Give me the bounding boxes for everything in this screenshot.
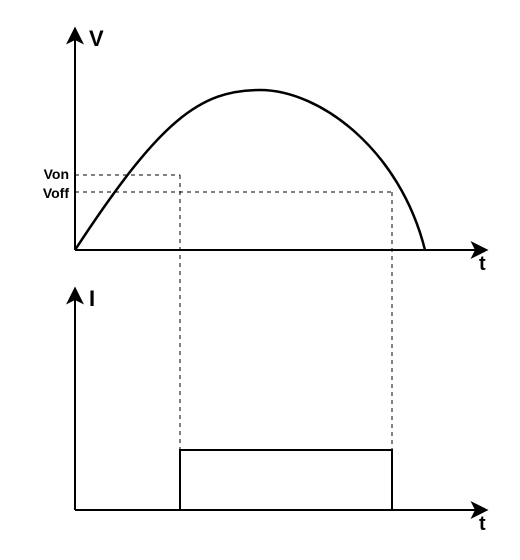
voltage-chart: V t Von Voff	[43, 26, 486, 275]
v-axis-label: V	[89, 26, 104, 51]
voff-label: Voff	[43, 185, 70, 201]
i-axis-label: I	[89, 286, 95, 311]
t-axis-label-top: t	[479, 253, 486, 275]
von-label: Von	[44, 166, 69, 182]
voltage-curve	[75, 90, 425, 250]
current-chart: I t	[75, 286, 486, 535]
current-pulse	[75, 450, 445, 510]
timing-diagram: V t Von Voff I t	[0, 0, 520, 560]
t-axis-label-bottom: t	[479, 513, 486, 535]
